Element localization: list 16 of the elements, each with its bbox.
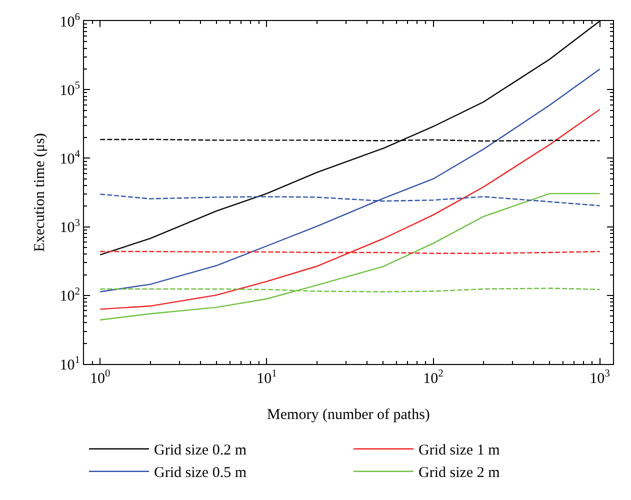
x-tick-label: 10$^{0}$ <box>90 368 110 387</box>
x-axis-title: Memory (number of paths) <box>267 407 430 423</box>
y-axis-title: Execution time (μs) <box>32 133 48 252</box>
x-tick-label: 10$^{1}$ <box>256 368 277 387</box>
y-tick-label: 10$^{3}$ <box>60 218 80 236</box>
x-tick-label: 10$^{3}$ <box>590 368 610 387</box>
y-tick-label: 10$^{6}$ <box>60 12 80 30</box>
legend-label: Grid size 1 m <box>418 442 500 459</box>
legend-label: Grid size 0.5 m <box>154 465 247 482</box>
x-tick-label: 10$^{2}$ <box>423 368 444 387</box>
y-tick-label: 10$^{1}$ <box>60 354 80 374</box>
y-tick-label: 10$^{5}$ <box>60 80 80 99</box>
y-tick-label: 10$^{4}$ <box>60 149 81 168</box>
y-tick-label: 10$^{2}$ <box>60 286 80 305</box>
legend-label: Grid size 2 m <box>418 465 500 482</box>
legend-label: Grid size 0.2 m <box>154 442 247 459</box>
